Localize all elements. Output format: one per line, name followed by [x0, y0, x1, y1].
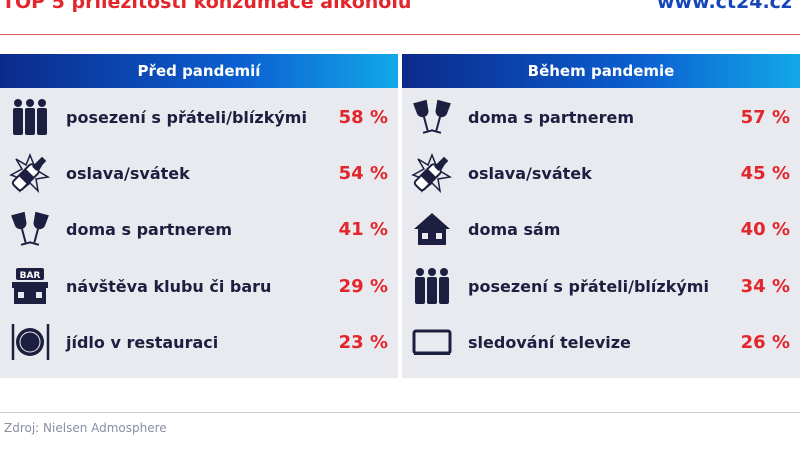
item-label: doma s partnerem	[468, 107, 635, 127]
friends-icon	[410, 264, 454, 308]
divider	[0, 412, 800, 413]
bar-icon: BAR	[8, 264, 52, 308]
list-item: posezení s přáteli/blízkými 58 %	[0, 92, 398, 142]
house-icon	[410, 207, 454, 251]
list-item: doma s partnerem 41 %	[0, 204, 398, 254]
item-value: 54 %	[338, 162, 388, 184]
page-title: TOP 5 příležitostí konzumace alkoholu	[2, 0, 412, 13]
item-label: posezení s přáteli/blízkými	[468, 276, 709, 296]
item-value: 29 %	[338, 275, 388, 297]
item-label: jídlo v restauraci	[66, 332, 219, 352]
item-value: 41 %	[338, 218, 388, 240]
item-value: 58 %	[338, 106, 388, 128]
champagne-icon	[8, 151, 52, 195]
wine-glasses-icon	[8, 207, 52, 251]
divider	[0, 34, 800, 35]
plate-icon	[8, 320, 52, 364]
item-label: sledování televize	[468, 332, 631, 352]
tv-icon	[410, 320, 454, 364]
item-value: 40 %	[740, 218, 790, 240]
list-item: sledování televize 26 %	[402, 317, 800, 367]
panel-during: Během pandemie doma s partnerem 57 % osl…	[402, 54, 800, 378]
list-item: doma sám 40 %	[402, 204, 800, 254]
list-item: oslava/svátek 45 %	[402, 148, 800, 198]
list-item: BAR návštěva klubu či baru 29 %	[0, 261, 398, 311]
item-value: 23 %	[338, 331, 388, 353]
panel-header: Před pandemií	[0, 54, 398, 88]
wine-glasses-icon	[410, 95, 454, 139]
list-item: doma s partnerem 57 %	[402, 92, 800, 142]
item-label: doma sám	[468, 219, 561, 239]
svg-text:BAR: BAR	[20, 271, 41, 281]
item-label: návštěva klubu či baru	[66, 276, 272, 296]
source-note: Zdroj: Nielsen Admosphere	[4, 421, 167, 435]
item-label: oslava/svátek	[468, 163, 592, 183]
list-item: posezení s přáteli/blízkými 34 %	[402, 261, 800, 311]
item-label: posezení s přáteli/blízkými	[66, 107, 307, 127]
panel-header: Během pandemie	[402, 54, 800, 88]
item-value: 57 %	[740, 106, 790, 128]
panel-before: Před pandemií posezení s přáteli/blízkým…	[0, 54, 398, 378]
item-value: 45 %	[740, 162, 790, 184]
friends-icon	[8, 95, 52, 139]
list-item: oslava/svátek 54 %	[0, 148, 398, 198]
item-value: 26 %	[740, 331, 790, 353]
item-label: doma s partnerem	[66, 219, 233, 239]
item-label: oslava/svátek	[66, 163, 190, 183]
list-item: jídlo v restauraci 23 %	[0, 317, 398, 367]
item-value: 34 %	[740, 275, 790, 297]
site-logo: www.ct24.cz	[657, 0, 792, 13]
champagne-icon	[410, 151, 454, 195]
